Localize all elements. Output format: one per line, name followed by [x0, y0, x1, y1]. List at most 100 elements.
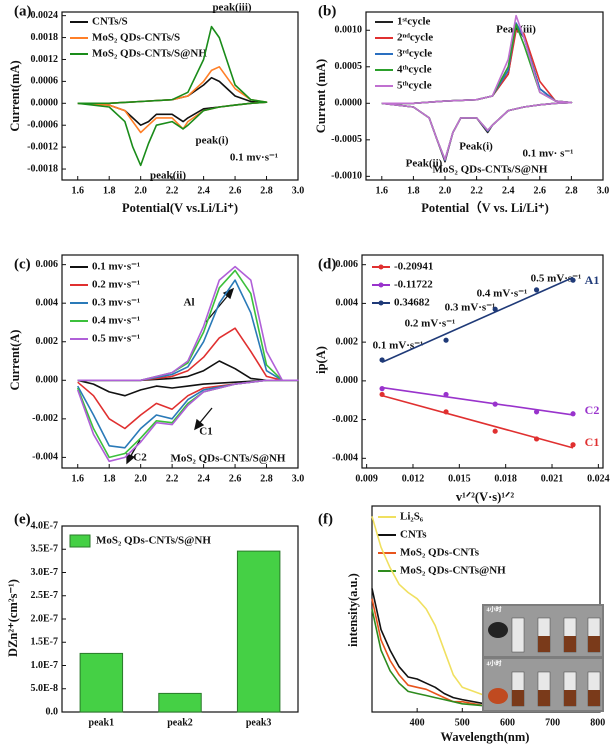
- annotation: 4小时: [486, 605, 501, 613]
- legend-label: 0.1 mv·s⁻¹: [92, 261, 140, 273]
- annotation: Al: [184, 297, 195, 309]
- annotation: 0.3 mV·s⁻¹: [445, 302, 496, 314]
- y-axis-title: Current(A): [8, 330, 22, 391]
- y-tick-label: -0.004: [32, 452, 58, 463]
- panel-label: (a): [14, 3, 32, 19]
- x-tick-label: 800: [590, 717, 605, 728]
- y-tick-label: 0.0006: [31, 76, 59, 87]
- x-tick-label: 0.012: [402, 473, 425, 484]
- x-tick-label: 1.6: [71, 473, 84, 484]
- line-label: C1: [585, 435, 600, 449]
- bar: [158, 692, 202, 713]
- plot-frame: [365, 11, 604, 181]
- point: [443, 391, 449, 398]
- y-tick-label: 0.000: [336, 375, 359, 386]
- annotation: C2: [133, 452, 147, 464]
- y-tick-label: 1.0E-7: [31, 660, 59, 671]
- vial-liquid: [512, 690, 524, 706]
- x-tick-label: 2.2: [470, 185, 483, 196]
- panel-label: (e): [14, 511, 31, 527]
- series-line: [77, 25, 268, 167]
- legend-label: 0.4 mv·s⁻¹: [92, 315, 140, 327]
- series-line: [76, 265, 299, 463]
- annotation: 0.5 mV·s⁻¹: [531, 273, 582, 285]
- y-tick-label: 0.002: [336, 336, 359, 347]
- fit-line: [381, 394, 574, 449]
- legend-label: -0.20941: [394, 261, 433, 273]
- legend-marker: [378, 282, 384, 288]
- y-tick-label: 0.002: [36, 336, 59, 347]
- x-tick-label: 0.024: [587, 473, 610, 484]
- x-tick-label: 1.6: [376, 185, 389, 196]
- y-tick-label: 2.5E-7: [31, 590, 59, 601]
- y-tick-label: -0.0012: [27, 141, 58, 152]
- x-tick-label: 600: [500, 717, 515, 728]
- x-tick-label: 2.8: [260, 473, 273, 484]
- point: [570, 277, 576, 283]
- panel-label: (c): [14, 256, 31, 272]
- legend-label: 3ʳᵈcycle: [397, 48, 432, 60]
- y-tick-label: -0.004: [332, 453, 358, 464]
- x-axis-title: Potential（V vs. Li/Li⁺): [421, 200, 549, 215]
- legend-label: -0.11722: [394, 279, 433, 291]
- y-tick-label: 0.0012: [31, 54, 59, 65]
- legend-marker: [378, 300, 384, 306]
- point: [379, 386, 385, 392]
- x-tick-label: 0.018: [494, 473, 517, 484]
- annotation: 4小时: [486, 659, 501, 667]
- x-tick-label: 3.0: [597, 185, 610, 196]
- x-tick-label: 1.8: [407, 185, 420, 196]
- annotation: 0.1 mv· s⁻¹: [523, 148, 574, 160]
- annotation: peak(i): [196, 135, 229, 147]
- y-tick-label: 3.0E-7: [31, 567, 59, 578]
- vial-liquid: [538, 690, 550, 706]
- annotation: Peak(ii): [406, 158, 443, 170]
- line-label: A1: [585, 273, 600, 287]
- arrows: [126, 287, 235, 465]
- vial-liquid: [588, 636, 600, 652]
- annotation: MoS₂ QDs-CNTs/S@NH: [433, 164, 548, 176]
- vial: [511, 617, 525, 653]
- annotation: 0.2 mV·s⁻¹: [405, 318, 456, 330]
- x-tick-label: 2.0: [134, 473, 147, 484]
- point: [533, 287, 540, 293]
- x-axis-title: Wavelength(nm): [441, 730, 530, 744]
- fit-line: [381, 276, 574, 363]
- x-tick-label: 0.021: [541, 473, 564, 484]
- legend-label: 0.34682: [394, 297, 430, 309]
- vial-liquid: [588, 690, 600, 706]
- arrow-head: [194, 418, 205, 431]
- point: [570, 442, 576, 448]
- legend-label: MoS₂ QDs-CNTs@NH: [400, 565, 506, 577]
- x-tick-label: 2.2: [166, 185, 179, 196]
- inset-photo: [482, 604, 604, 712]
- point: [379, 357, 385, 363]
- legend-label: 0.5 mv·s⁻¹: [92, 333, 140, 345]
- y-tick-label: 1.5E-7: [31, 637, 59, 648]
- x-tick-label: 2.4: [197, 473, 210, 484]
- y-tick-label: 0.0: [46, 706, 59, 717]
- point: [492, 306, 498, 312]
- y-tick-label: 4.0E-7: [31, 520, 59, 531]
- line-label: C2: [585, 403, 600, 417]
- legend-label: MoS₂ QDs-CNTs/S@NH: [96, 535, 211, 547]
- x-tick-label: 2.6: [229, 185, 242, 196]
- bar: [236, 550, 281, 713]
- x-axis-title: v¹ᐟ²(V·s)¹ᐟ²: [456, 490, 514, 504]
- y-tick-label: 5.0E-8: [31, 683, 59, 694]
- legend-label: CNTs: [400, 529, 427, 541]
- y-tick-label: 0.0024: [31, 10, 59, 21]
- x-tick-label: 0.015: [448, 473, 471, 484]
- x-tick-label: 2.6: [229, 473, 242, 484]
- fit-line: [381, 386, 574, 416]
- x-tick-label: 700: [545, 717, 560, 728]
- annotation: C1: [199, 426, 212, 438]
- y-tick-label: 0.006: [36, 259, 59, 270]
- x-tick-label: 500: [455, 717, 470, 728]
- point: [533, 409, 540, 415]
- x-tick-label: 2.0: [439, 185, 452, 196]
- y-tick-label: 0.000: [36, 375, 59, 386]
- legend-swatch: [69, 534, 91, 548]
- x-tick-label: 2.2: [166, 473, 179, 484]
- legend-label: 2ⁿᵈcycle: [397, 32, 433, 44]
